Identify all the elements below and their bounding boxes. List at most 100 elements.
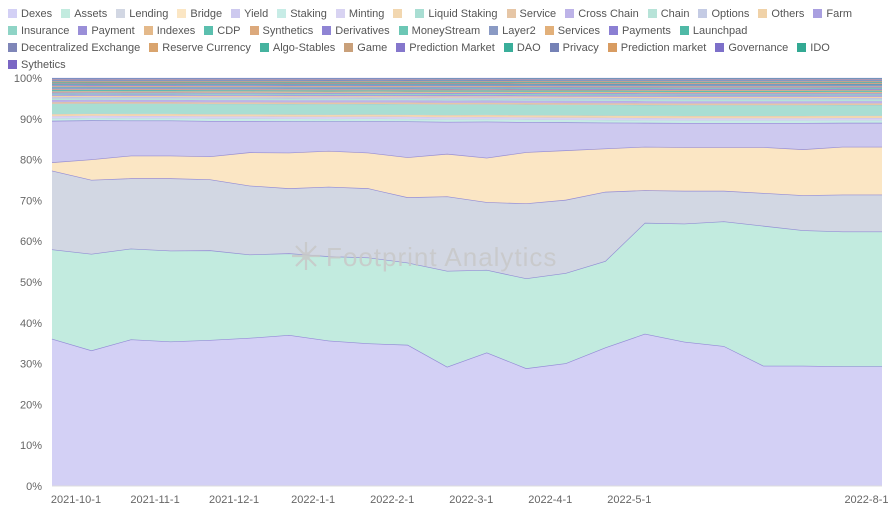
legend-label: Staking [290, 8, 327, 20]
x-tick-label: 2021-12-1 [209, 494, 259, 506]
legend-item[interactable]: Payments [608, 23, 671, 40]
area-series-25 [52, 85, 882, 87]
legend-item[interactable]: Options [698, 6, 749, 23]
area-series-10 [52, 101, 882, 106]
y-tick-label: 30% [20, 359, 42, 371]
legend-item[interactable]: Farm [813, 6, 852, 23]
legend-item[interactable] [393, 6, 406, 23]
legend-swatch [344, 43, 354, 52]
legend-item[interactable]: Launchpad [679, 23, 748, 40]
legend-item[interactable]: Synthetics [249, 23, 313, 40]
legend-item[interactable]: Decentralized Exchange [8, 40, 140, 57]
legend-item[interactable]: Reserve Currency [149, 40, 251, 57]
y-tick-label: 60% [20, 236, 42, 248]
legend-item[interactable]: Assets [61, 6, 107, 23]
legend-item[interactable]: Game [344, 40, 387, 57]
legend-item[interactable]: Service [506, 6, 556, 23]
legend-item[interactable]: Staking [277, 6, 327, 23]
legend-label: Layer2 [502, 25, 536, 37]
legend-item[interactable]: Others [758, 6, 804, 23]
area-series-3 [52, 170, 882, 279]
x-tick-label: 2021-10-1 [51, 494, 101, 506]
y-tick-label: 20% [20, 399, 42, 411]
legend-swatch [679, 26, 689, 35]
legend-item[interactable]: Chain [647, 6, 689, 23]
legend-label: Governance [728, 42, 789, 54]
area-series-14 [52, 95, 882, 99]
legend-swatch [231, 9, 241, 18]
area-series-15 [52, 94, 882, 97]
legend-swatch [335, 9, 345, 18]
legend-swatch [647, 9, 657, 18]
legend-item[interactable]: Insurance [8, 23, 69, 40]
legend-item[interactable]: Layer2 [489, 23, 536, 40]
legend-swatch [715, 43, 725, 52]
watermark-logo-icon [292, 242, 320, 270]
legend-swatch [116, 9, 126, 18]
area-series-9 [52, 103, 882, 116]
legend-label: MoneyStream [411, 25, 481, 37]
area-series-8 [52, 113, 882, 119]
legend-item[interactable]: Algo-Stables [259, 40, 335, 57]
legend-label: Payment [91, 25, 135, 37]
legend-item[interactable]: Sythetics [8, 57, 66, 74]
legend-label: Options [711, 8, 750, 20]
legend-item[interactable]: MoneyStream [398, 23, 481, 40]
area-series-7 [52, 115, 882, 121]
legend-item[interactable]: Bridge [177, 6, 222, 23]
legend-item[interactable]: Prediction market [607, 40, 706, 57]
legend-item[interactable]: Privacy [549, 40, 599, 57]
legend-label: Bridge [190, 8, 223, 20]
legend-swatch [8, 60, 17, 69]
legend-item[interactable]: Cross Chain [565, 6, 639, 23]
legend-swatch [322, 26, 332, 35]
legend-item[interactable]: IDO [797, 40, 830, 57]
x-tick-label: 2022-8-1 [844, 494, 888, 506]
legend-item[interactable]: Payment [78, 23, 135, 40]
legend-item[interactable]: Dexes [8, 6, 52, 23]
area-series-4 [52, 146, 882, 204]
legend-label: Insurance [21, 25, 70, 37]
legend-label: Payments [621, 25, 671, 37]
legend-item[interactable]: Lending [116, 6, 168, 23]
legend-swatch [813, 9, 823, 18]
legend-swatch [177, 9, 187, 18]
legend-item[interactable]: Services [544, 23, 600, 40]
legend-swatch [143, 26, 153, 35]
legend-label: CDP [217, 25, 241, 37]
legend-label: Others [771, 8, 805, 20]
legend-item[interactable]: Derivatives [322, 23, 390, 40]
area-series-24 [52, 85, 882, 88]
legend-swatch [607, 43, 617, 52]
x-tick-label: 2021-11-1 [130, 494, 179, 506]
legend-item[interactable]: Minting [335, 6, 384, 23]
legend-swatch [277, 9, 287, 18]
legend-swatch [78, 26, 88, 35]
area-series-13 [52, 96, 882, 100]
legend-item[interactable]: CDP [204, 23, 241, 40]
area-series-17 [52, 92, 882, 95]
legend-item[interactable]: Prediction Market [396, 40, 495, 57]
y-tick-label: 0% [26, 481, 42, 493]
area-series-11 [52, 99, 882, 104]
legend-label: Privacy [562, 42, 599, 54]
legend-label: Liquid Staking [428, 8, 498, 20]
legend-item[interactable]: Governance [715, 40, 788, 57]
x-tick-label: 2022-3-1 [449, 494, 493, 506]
legend-item[interactable]: Liquid Staking [415, 6, 498, 23]
legend-item[interactable]: DAO [503, 40, 541, 57]
y-tick-label: 90% [20, 114, 42, 126]
watermark: Footprint Analytics [292, 242, 556, 272]
legend-label: Indexes [156, 25, 196, 37]
legend-item[interactable]: Yield [231, 6, 268, 23]
legend-label: Launchpad [692, 25, 748, 37]
legend-label: Game [357, 42, 388, 54]
area-series-16 [52, 93, 882, 96]
legend-label: Yield [244, 8, 269, 20]
legend-item[interactable]: Indexes [143, 23, 196, 40]
legend-swatch [549, 43, 559, 52]
legend-swatch [398, 26, 408, 35]
x-tick-label: 2022-4-1 [528, 494, 572, 506]
legend-label: Lending [129, 8, 169, 20]
